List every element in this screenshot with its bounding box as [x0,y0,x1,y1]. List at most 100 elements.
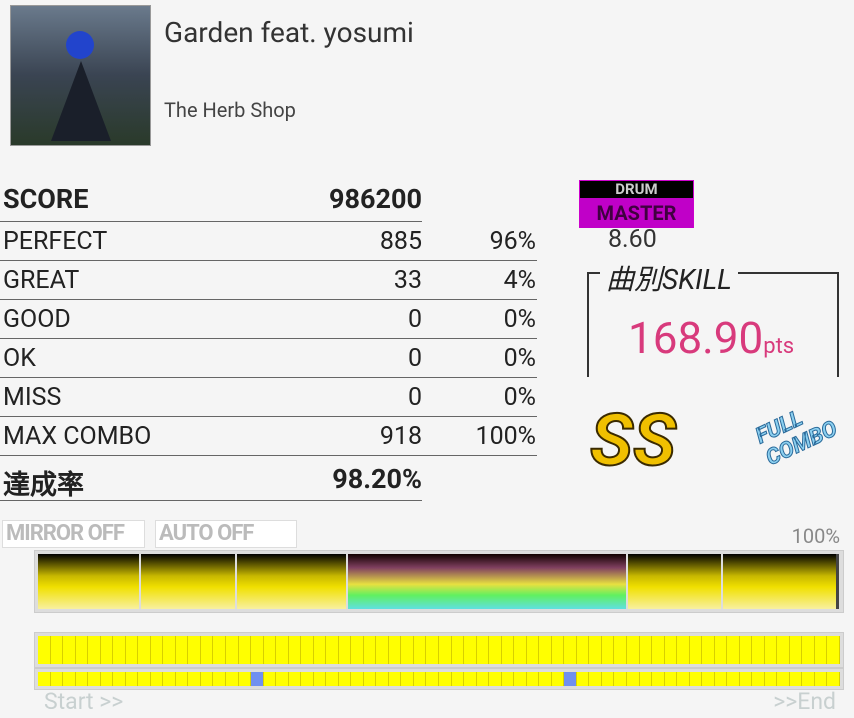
lane-cell [401,636,414,664]
lane-cell [63,672,76,686]
lane-cell [639,636,653,664]
lane-cell [163,672,176,686]
lane-cell [138,672,151,686]
rank-badge: SS [589,397,677,484]
gauge-section [723,554,839,609]
lane-cell [213,672,226,686]
lane-cell [451,636,465,664]
lane-cell [276,636,289,664]
lane-cell [351,636,364,664]
lane-cell [125,672,139,686]
level-name: MASTER [580,198,693,228]
lane-cell [439,636,452,664]
lane-cell [251,636,264,664]
lane-cell [363,636,377,664]
gauge-section [237,554,348,609]
lane-cell [50,672,64,686]
lane-cell [702,672,715,686]
lane-cell [664,636,678,664]
lane-cell [814,672,828,686]
lane-cell [664,672,678,686]
lane-cell [476,672,490,686]
gauge-section [348,554,628,609]
lane-cell [589,672,602,686]
lane-cell [551,672,565,686]
result-row-great: GREAT 33 4% [0,261,540,300]
result-row-ok: OK 0 0% [0,339,540,378]
lane-cell [464,672,477,686]
lane-cell [288,672,302,686]
lane-cell [439,672,452,686]
lane-cell [752,636,765,664]
lane-cell [138,636,151,664]
lane-cell [827,672,840,686]
lane-cell [75,672,89,686]
lane-cell [163,636,176,664]
achievement-value: 98.20% [332,463,422,495]
lane-cell [150,636,164,664]
song-title: Garden feat. yosumi [164,16,414,49]
result-label: MISS [3,383,62,412]
lane-cell [777,672,790,686]
lane-cell [752,672,765,686]
lane-cell [689,636,703,664]
lane-cell [238,636,252,664]
lane-cell [677,636,690,664]
achievement-row: 達成率 98.20% [0,458,540,501]
lane-cell [564,636,577,664]
lane-cell [739,672,753,686]
lane-cell [288,636,302,664]
lane-cell [150,672,164,686]
lane-cell [539,672,552,686]
lane-cell [413,636,427,664]
lane-cell [451,672,465,686]
lane-cell [376,672,389,686]
lane-cell [263,672,277,686]
result-label: OK [3,344,36,373]
gauge-section [38,554,141,609]
lane-cell [677,672,690,686]
lane-cell [301,672,314,686]
lane-cell [802,636,815,664]
lane-cell [626,636,640,664]
lane-cell [626,672,640,686]
difficulty-badge: DRUM MASTER [579,180,694,228]
result-count: 0 [407,344,422,373]
difficulty-level: 8.60 [608,225,657,254]
lane-cell [413,672,427,686]
gauge-section [141,554,237,609]
lane-cell [200,636,214,664]
result-percent: 0% [503,344,536,373]
full-combo-badge: FULL COMBO [751,405,842,472]
lane-cell [652,672,665,686]
lane-cell [326,636,339,664]
lane-cell [338,636,352,664]
lane-cell [827,636,840,664]
lane-cell [764,672,778,686]
skill-label: 曲別SKILL [600,258,738,298]
lane-cell [351,672,364,686]
timeline-start: Start >> [44,688,124,715]
result-percent: 96% [489,227,536,256]
result-row-max-combo: MAX COMBO 918 100% [0,417,540,456]
lane-cell [200,672,214,686]
lane-cell [476,636,490,664]
result-percent: 0% [503,383,536,412]
lane-cell [601,636,615,664]
lane-lower [34,668,844,690]
lane-cell [426,636,439,664]
lane-cell [514,636,527,664]
result-label: GREAT [3,266,80,295]
lane-cell [727,636,740,664]
lane-cell [739,636,753,664]
lane-cell [125,636,139,664]
score-value: 986200 [329,183,422,215]
lane-cell [789,636,803,664]
auto-option: AUTO OFF [155,520,297,548]
result-label: GOOD [3,305,71,334]
score-label: SCORE [3,183,89,215]
lane-cell [363,672,377,686]
lane-cell [238,672,252,686]
result-row-miss: MISS 0 0% [0,378,540,417]
lane-cell [213,636,226,664]
